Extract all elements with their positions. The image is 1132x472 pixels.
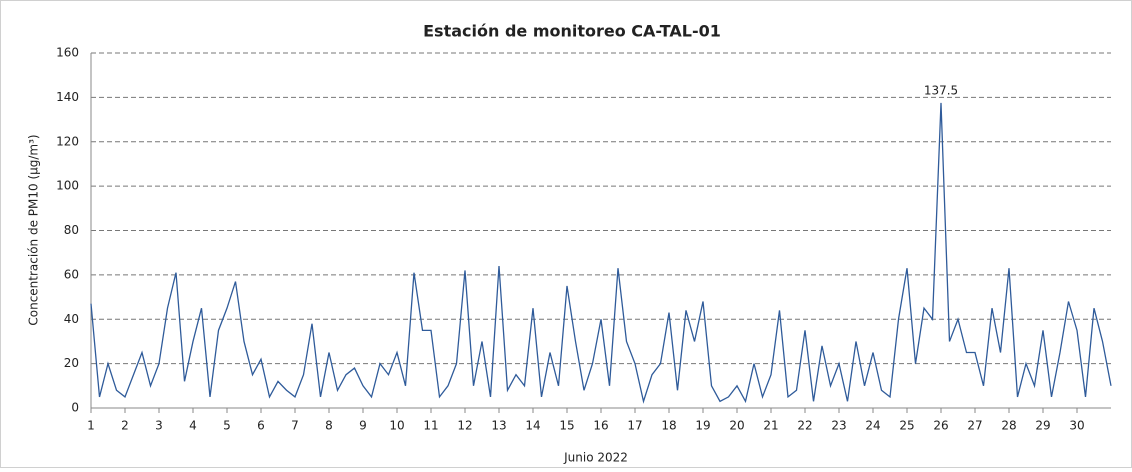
y-tick-label: 140 — [56, 90, 79, 104]
x-tick-label: 30 — [1069, 419, 1084, 433]
x-tick-label: 14 — [525, 419, 540, 433]
x-tick-label: 15 — [559, 419, 574, 433]
x-tick-label: 16 — [593, 419, 608, 433]
x-tick-label: 4 — [189, 419, 197, 433]
x-tick-label: 24 — [865, 419, 880, 433]
x-tick-label: 19 — [695, 419, 710, 433]
y-tick-label: 40 — [64, 312, 79, 326]
x-tick-label: 2 — [121, 419, 129, 433]
y-tick-label: 20 — [64, 356, 79, 370]
x-tick-label: 21 — [763, 419, 778, 433]
x-tick-label: 23 — [831, 419, 846, 433]
x-tick-label: 26 — [933, 419, 948, 433]
x-tick-label: 6 — [257, 419, 265, 433]
annotation: 137.5 — [924, 83, 958, 97]
x-tick-label: 28 — [1001, 419, 1016, 433]
x-tick-label: 1 — [87, 419, 95, 433]
y-tick-label: 60 — [64, 267, 79, 281]
x-tick-label: 5 — [223, 419, 231, 433]
y-tick-label: 0 — [71, 401, 79, 415]
x-tick-label: 12 — [457, 419, 472, 433]
y-tick-label: 120 — [56, 134, 79, 148]
x-tick-label: 8 — [325, 419, 333, 433]
x-tick-label: 22 — [797, 419, 812, 433]
x-tick-label: 18 — [661, 419, 676, 433]
y-tick-label: 160 — [56, 46, 79, 60]
x-tick-label: 11 — [423, 419, 438, 433]
x-tick-label: 9 — [359, 419, 367, 433]
y-tick-label: 100 — [56, 179, 79, 193]
x-tick-label: 25 — [899, 419, 914, 433]
y-axis-label: Concentración de PM10 (µg/m³) — [27, 134, 41, 325]
data-line — [90, 102, 1112, 404]
x-tick-label: 20 — [729, 419, 744, 433]
x-tick-label: 17 — [627, 419, 642, 433]
x-tick-label: 27 — [967, 419, 982, 433]
x-tick-label: 13 — [491, 419, 506, 433]
x-tick-label: 10 — [389, 419, 404, 433]
y-tick-label: 80 — [64, 223, 79, 237]
chart-title: Estación de monitoreo CA-TAL-01 — [423, 22, 721, 41]
x-tick-label: 7 — [291, 419, 299, 433]
x-axis-label: Junio 2022 — [563, 451, 628, 465]
x-tick-label: 3 — [155, 419, 163, 433]
x-tick-label: 29 — [1035, 419, 1050, 433]
